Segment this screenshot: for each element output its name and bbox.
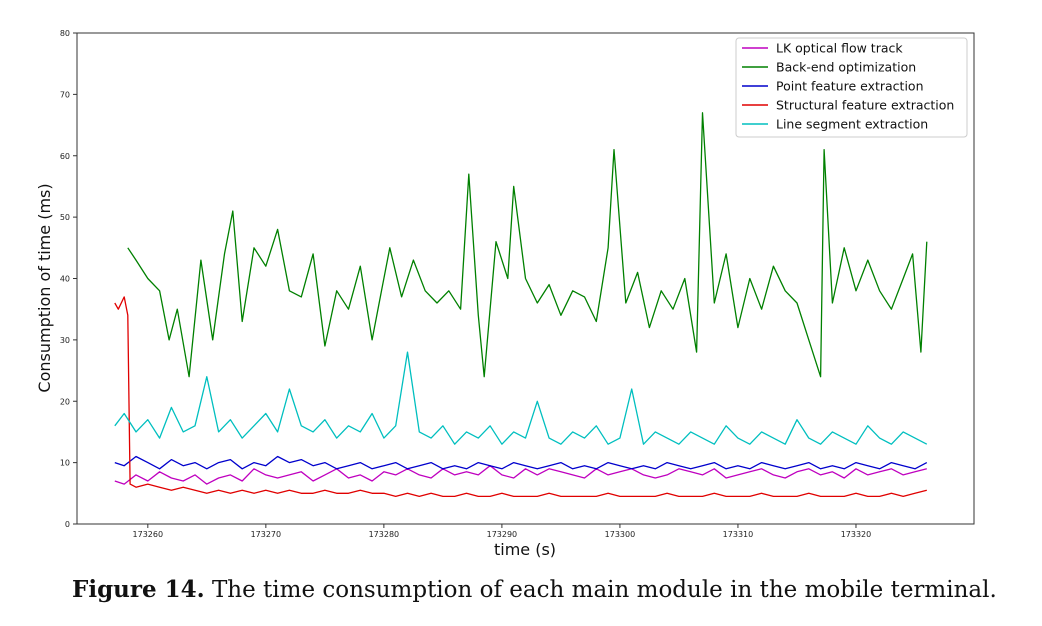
x-tick-label: 173310 (723, 530, 754, 539)
figure-caption-label: Figure 14. (72, 576, 205, 603)
series-line-back-end-optimization (127, 112, 928, 378)
x-tick-label: 173280 (369, 530, 400, 539)
line-chart: 173260 173270 173280 173290 173300 173310 1733… (35, 29, 975, 559)
y-tick-label: 30 (60, 336, 70, 345)
figure-caption-text: The time consumption of each main module… (204, 577, 997, 603)
y-tick-label: 50 (60, 213, 70, 222)
x-tick-label: 173270 (251, 530, 282, 539)
x-tick-label: 173300 (605, 530, 636, 539)
x-axis-ticks: 173260 173270 173280 173290 173300 173310 1733… (133, 524, 872, 539)
x-tick-label: 173260 (133, 530, 164, 539)
legend-label-structural-feature-extraction: Structural feature extraction (776, 98, 954, 113)
x-tick-label: 173320 (841, 530, 872, 539)
legend-label-line-segment-extraction: Line segment extraction (776, 117, 928, 132)
y-tick-label: 10 (60, 459, 70, 468)
y-tick-label: 60 (60, 152, 70, 161)
figure-caption: Figure 14. The time consumption of each … (72, 576, 1032, 603)
y-tick-label: 40 (60, 275, 70, 284)
legend-label-back-end-optimization: Back-end optimization (776, 60, 916, 75)
legend-label-lk-optical-flow-track: LK optical flow track (776, 41, 903, 56)
series-line-lk-optical-flow-track (114, 465, 927, 485)
y-tick-label: 0 (65, 520, 70, 529)
series-layer (114, 112, 928, 498)
y-axis-ticks: 0 10 20 30 40 50 60 70 80 (60, 29, 77, 529)
y-axis-label: Consumption of time (ms) (35, 183, 54, 392)
y-tick-label: 70 (60, 90, 70, 99)
y-tick-label: 20 (60, 397, 70, 406)
legend-items: LK optical flow track Back-end optimizati… (742, 41, 954, 132)
legend-label-point-feature-extraction: Point feature extraction (776, 79, 924, 94)
x-tick-label: 173290 (487, 530, 518, 539)
series-line-line-segment-extraction (114, 351, 928, 445)
y-tick-label: 80 (60, 29, 70, 38)
legend: LK optical flow track Back-end optimizati… (735, 37, 968, 138)
series-line-structural-feature-extraction (114, 296, 927, 498)
x-axis-label: time (s) (494, 540, 556, 559)
legend-box (735, 37, 968, 138)
series-line-point-feature-extraction (114, 455, 928, 470)
